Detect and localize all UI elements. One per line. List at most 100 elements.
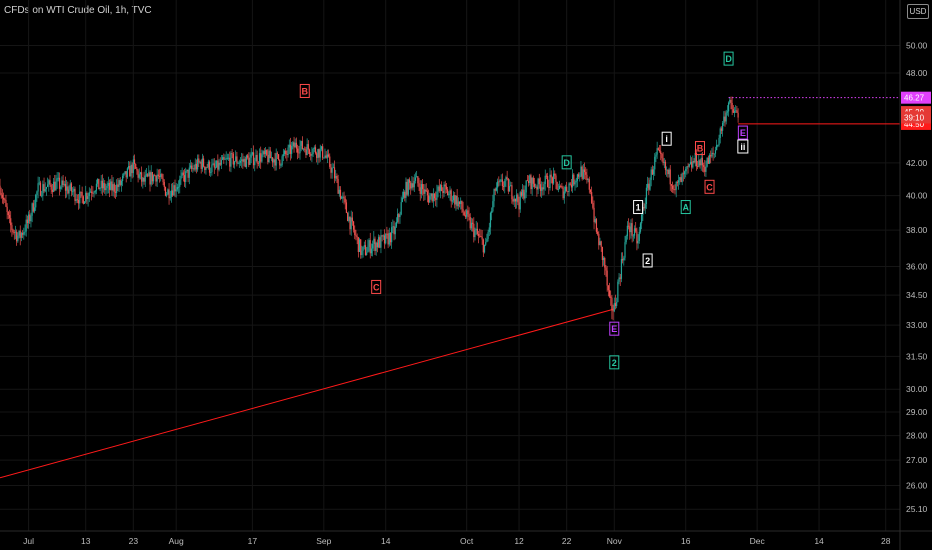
candle-body [572,174,574,188]
wave-label: C [373,282,380,292]
candle-body [322,146,324,158]
candle-body [144,175,146,182]
candle-body [538,178,540,185]
candle-body [477,234,480,236]
candle-body [245,155,248,168]
candle-body [412,183,414,188]
candle-body [576,174,578,181]
candle-body [449,190,451,194]
candle-body [613,303,615,312]
candle-body [581,166,583,179]
candle-body [527,180,530,184]
candle-body [408,179,411,183]
candle-body [324,155,326,158]
candle-body [452,195,455,201]
candle-body [476,228,478,235]
candle-body [470,222,473,229]
candle-body [73,188,75,192]
candle-body [373,238,375,244]
candle-body [277,154,280,160]
level-price-label: 44.50 [904,120,925,129]
wave-label-box [609,355,620,370]
candle-body [138,174,140,178]
time-tick-label: Dec [750,536,766,546]
candle-body [705,166,707,172]
candle-body [205,167,207,170]
candle-body [717,145,719,146]
candle-body [291,145,293,154]
candle-body [35,194,37,208]
candle-body [649,179,651,190]
candle-body [731,103,733,110]
candle-body [43,184,45,192]
candle-body [94,190,96,193]
candle-body [64,183,67,191]
candle-body [422,184,424,190]
candle-body [163,182,165,188]
candle-body [181,172,183,176]
candle-body [555,175,557,182]
candle-body [430,193,432,197]
price-axis[interactable]: 50.00 48.00 42.00 40.00 38.00 36.00 34.50 33.00… [901,41,931,515]
time-axis[interactable]: Jul 13 23 Aug 17 Sep 14 Oct 12 22 Nov 16 Dec 14 28 [23,536,891,546]
candle-body [567,191,569,192]
candle-body [599,241,601,246]
candle-body [368,240,370,247]
candle-body [151,172,153,182]
candle-body [348,216,350,221]
candle-body [167,189,169,195]
candle-body [645,187,648,205]
candle-body [202,158,205,167]
candle-body [300,141,302,146]
candle-body [623,257,625,261]
candle-body [285,150,287,155]
candle-body [152,175,155,182]
candle-body [597,231,599,234]
candle-body [397,214,399,222]
candle-body [475,228,477,231]
candle-body [619,277,621,279]
candle-body [643,207,645,209]
candle-body [4,199,6,201]
candle-body [17,235,19,242]
candle-body [591,192,593,203]
candle-body [638,231,640,241]
candle-body [641,214,643,224]
candle-body [307,144,309,150]
candle-body [469,217,471,229]
candle-body [344,198,346,203]
candle-body [675,182,677,190]
candle-body [123,173,125,176]
candle-body [575,180,577,183]
candle-body [651,169,653,175]
candle-body [482,239,484,253]
candle-body [0,193,2,195]
candle-body [308,149,311,155]
time-tick-label: Nov [607,536,623,546]
candle-body [699,160,701,166]
candle-body [639,223,642,232]
currency-button[interactable]: USD [907,4,929,19]
candle-body [23,231,25,235]
candle-body [635,228,637,232]
candle-body [376,242,378,248]
price-tick-label: 28.00 [906,431,928,441]
price-tag-label: 39:10 [904,113,925,122]
candle-body [242,159,244,162]
wave-label: A [682,203,689,213]
candle-body [729,99,731,103]
candle-body [650,169,652,180]
candle-body [406,181,408,195]
candle-body [723,116,725,123]
candle-body [62,180,64,185]
price-tag [901,111,931,124]
candle-body [598,233,600,246]
candle-body [91,191,93,194]
candle-body [720,128,723,131]
candle-body [352,221,355,230]
candle-body [681,173,683,183]
candle-body [433,193,436,199]
candle-body [333,167,336,179]
candle-body [587,179,589,181]
